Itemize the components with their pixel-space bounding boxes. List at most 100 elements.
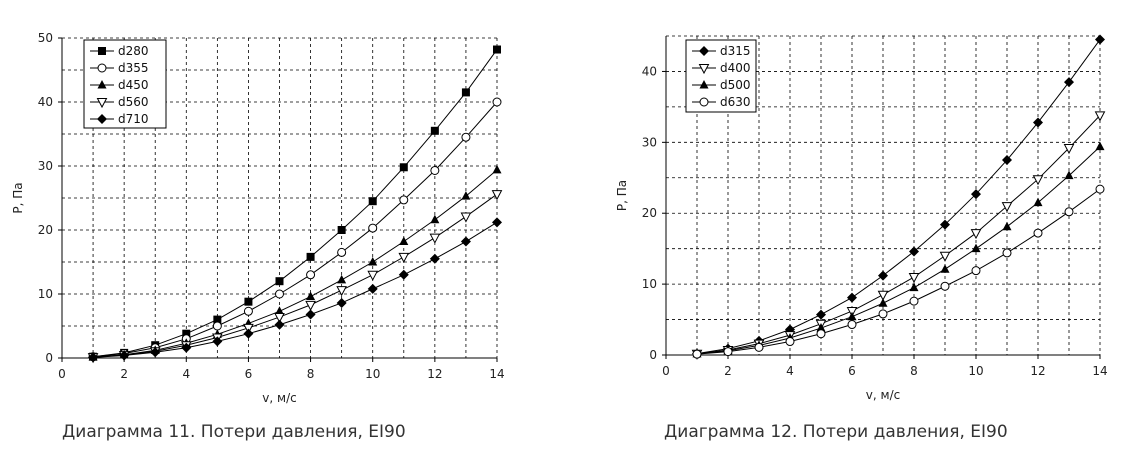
data-point-d280 [337, 226, 346, 234]
legend-marker-d355 [97, 63, 107, 73]
legend-item-d315: d315 [692, 44, 751, 58]
data-point-d315 [816, 309, 826, 320]
data-point-d630 [723, 347, 733, 357]
data-point-d315 [847, 292, 857, 303]
data-point-d710 [429, 253, 440, 264]
data-point-d630 [847, 320, 857, 330]
data-point-d355 [243, 306, 253, 316]
data-point-d450 [337, 274, 347, 284]
data-point-d500 [1095, 141, 1105, 151]
x-tick-label: 6 [245, 367, 253, 381]
data-point-d280 [461, 88, 470, 97]
y-tick-label: 30 [642, 135, 657, 149]
legend-item-d280: d280 [90, 44, 149, 58]
data-point-d710 [336, 297, 347, 308]
data-point-d280 [213, 315, 222, 324]
data-point-d500 [878, 298, 888, 307]
data-point-d355 [368, 223, 378, 233]
series-line-d500 [696, 146, 1101, 355]
data-point-d630 [1095, 184, 1105, 194]
data-point-d315 [1095, 34, 1105, 45]
series-line-d560 [93, 193, 498, 358]
data-point-d710 [367, 283, 378, 294]
data-point-d630 [754, 342, 764, 352]
legend: d315 d400 d500 d630 [685, 39, 757, 113]
data-point-d560 [274, 313, 285, 324]
data-point-d710 [212, 336, 223, 347]
data-point-d280 [182, 329, 191, 338]
data-point-d355 [492, 97, 502, 107]
data-point-d400 [1063, 144, 1075, 155]
data-point-d280 [306, 252, 315, 261]
data-point-d500 [816, 323, 826, 332]
legend-item-d400: d400 [692, 61, 751, 75]
series-line-d280 [93, 49, 498, 358]
data-point-d560 [336, 286, 347, 297]
data-point-d355 [275, 289, 284, 299]
data-point-d400 [1094, 111, 1106, 122]
data-point-d560 [367, 270, 379, 281]
series-line-d315 [696, 39, 1101, 355]
data-point-d355 [212, 321, 222, 331]
data-point-d630 [1002, 248, 1012, 258]
legend-label: d355 [118, 61, 149, 75]
data-point-d355 [337, 247, 347, 257]
data-point-d280 [244, 297, 253, 306]
data-point-d315 [940, 219, 950, 230]
legend-marker-d500 [699, 80, 709, 89]
chart-caption: Диаграмма 11. Потери давления, EI90 [62, 422, 406, 442]
x-tick-label: 4 [182, 367, 190, 381]
legend-box [685, 39, 757, 113]
y-tick-label: 40 [38, 95, 53, 109]
series-line-d450 [93, 169, 498, 358]
data-point-d630 [940, 281, 950, 291]
data-point-d400 [908, 273, 920, 284]
series-d400 [691, 111, 1106, 360]
legend: d280 d355 d450 d560 d710 [83, 39, 167, 129]
data-point-d280 [430, 126, 439, 135]
series-d710 [88, 217, 502, 363]
y-tick-label: 40 [642, 64, 657, 78]
legend-item-d560: d560 [90, 95, 149, 109]
x-tick-label: 14 [1092, 364, 1107, 378]
x-axis-label: v, м/с [262, 391, 296, 405]
y-tick-label: 20 [642, 206, 657, 220]
data-point-d710 [150, 347, 161, 358]
data-point-d355 [430, 165, 440, 175]
data-point-d450 [461, 191, 471, 200]
legend-marker-d400 [698, 64, 710, 75]
data-point-d280 [493, 45, 501, 54]
series-d450 [88, 164, 502, 361]
data-point-d450 [399, 236, 409, 246]
legend-label: d500 [720, 78, 751, 92]
data-point-d500 [1064, 170, 1074, 180]
data-point-d630 [909, 296, 919, 306]
y-tick-label: 30 [38, 159, 53, 173]
legend-label: d400 [720, 61, 751, 75]
data-point-d710 [181, 342, 192, 353]
data-point-d500 [847, 311, 857, 321]
series-line-d400 [696, 115, 1101, 355]
legend-item-d630: d630 [692, 95, 751, 109]
x-tick-label: 8 [910, 364, 918, 378]
data-point-d710 [492, 217, 502, 228]
y-tick-label: 20 [38, 223, 53, 237]
y-tick-label: 0 [649, 348, 657, 362]
x-tick-label: 12 [427, 367, 442, 381]
data-point-d280 [275, 277, 284, 286]
legend-item-d500: d500 [692, 78, 751, 92]
data-point-d710 [119, 350, 130, 361]
series-d355 [88, 97, 502, 362]
data-point-d500 [971, 243, 981, 253]
data-point-d500 [1033, 197, 1043, 207]
legend-marker-d560 [96, 98, 108, 109]
series-line-d355 [93, 101, 498, 358]
legend-label: d630 [720, 95, 751, 109]
x-tick-label: 10 [365, 367, 380, 381]
legend-marker-d450 [97, 80, 107, 89]
legend-item-d710: d710 [90, 112, 149, 126]
legend-label: d280 [118, 44, 149, 58]
series-line-d710 [93, 221, 498, 358]
